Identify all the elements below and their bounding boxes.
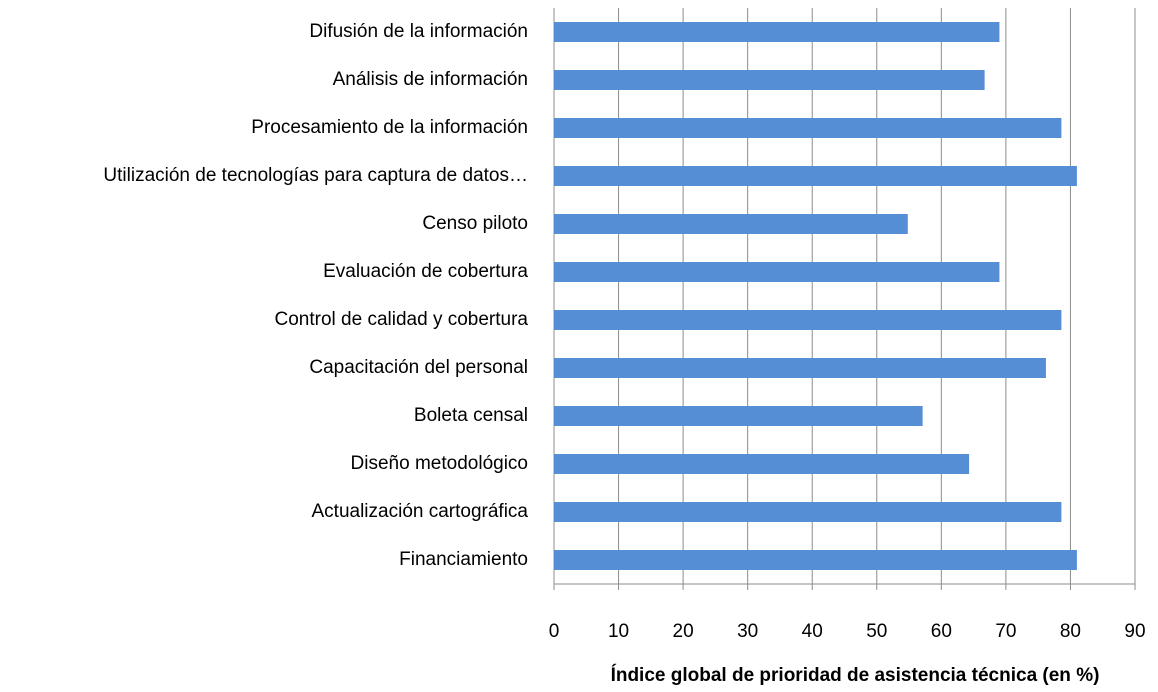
bar <box>554 22 1000 42</box>
bar <box>554 214 908 234</box>
x-tick-label: 20 <box>673 621 694 642</box>
y-tick-label: Evaluación de cobertura <box>323 261 528 282</box>
y-tick-label: Control de calidad y cobertura <box>275 309 529 330</box>
bar <box>554 454 970 474</box>
x-tick-label: 80 <box>1060 621 1081 642</box>
y-tick-label: Financiamiento <box>399 549 528 570</box>
x-tick-label: 0 <box>549 621 560 642</box>
bar <box>554 70 985 90</box>
y-tick-label: Utilización de tecnologías para captura … <box>103 165 528 186</box>
y-tick-label: Actualización cartográfica <box>312 501 529 522</box>
y-tick-label: Boleta censal <box>414 405 528 426</box>
bar <box>554 502 1062 522</box>
y-tick-label: Diseño metodológico <box>351 453 528 474</box>
x-tick-label: 90 <box>1124 621 1145 642</box>
x-tick-label: 50 <box>866 621 887 642</box>
bar <box>554 358 1046 378</box>
y-tick-label: Censo piloto <box>422 213 528 234</box>
bar <box>554 310 1062 330</box>
bar <box>554 406 923 426</box>
x-tick-label: 10 <box>608 621 629 642</box>
x-tick-label: 40 <box>802 621 823 642</box>
x-axis-title: Índice global de prioridad de asistencia… <box>611 664 1100 686</box>
bar <box>554 550 1077 570</box>
x-tick-label: 70 <box>995 621 1016 642</box>
x-tick-label: 30 <box>737 621 758 642</box>
bar <box>554 166 1077 186</box>
bar <box>554 118 1062 138</box>
y-tick-label: Difusión de la información <box>309 21 528 42</box>
bar <box>554 262 1000 282</box>
y-tick-label: Capacitación del personal <box>309 357 528 378</box>
x-tick-label: 60 <box>931 621 952 642</box>
y-tick-label: Análisis de información <box>333 69 528 90</box>
y-tick-label: Procesamiento de la información <box>251 117 528 138</box>
